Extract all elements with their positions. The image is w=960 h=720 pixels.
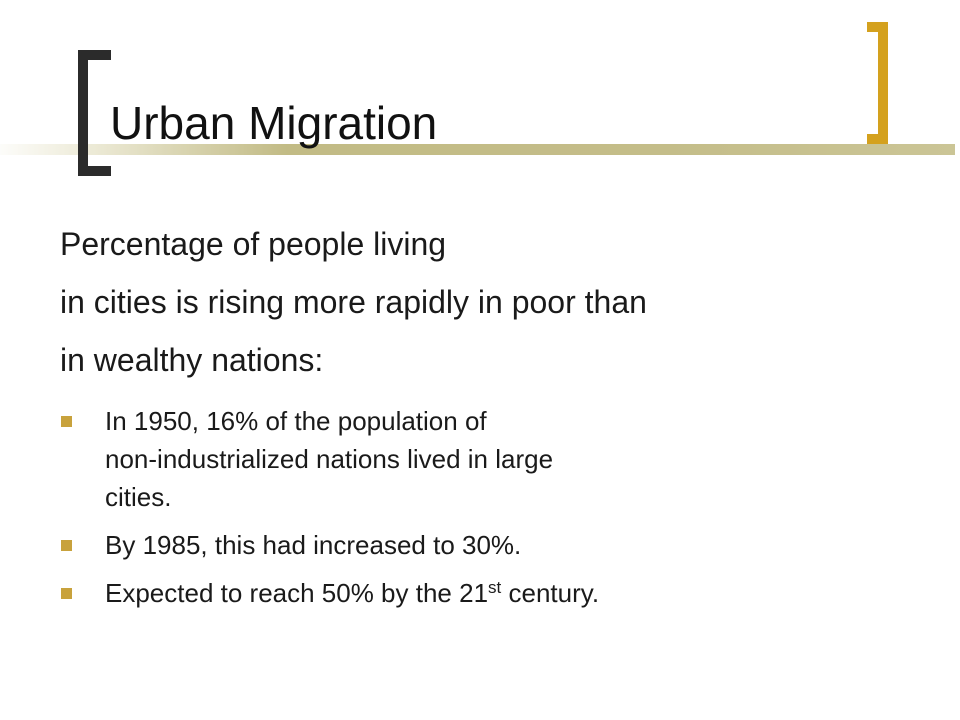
intro-line: Percentage of people living (60, 226, 447, 262)
square-bullet-icon (61, 416, 72, 427)
right-bracket-decoration (867, 22, 888, 144)
bullet-line: Expected to reach 50% by the 21st centur… (105, 574, 920, 612)
intro-text: Percentage of people living in cities is… (60, 215, 920, 389)
bullet-text-before: Expected to reach 50% by the 21 (105, 578, 489, 608)
bullet-line: By 1985, this had increased to 30%. (105, 530, 522, 560)
bullet-item: By 1985, this had increased to 30%. (60, 526, 920, 564)
bullet-line: In 1950, 16% of the population of (105, 406, 487, 436)
bullet-line: cities. (105, 482, 172, 512)
square-bullet-icon (61, 540, 72, 551)
ordinal-superscript: st (488, 578, 502, 597)
bullet-item: Expected to reach 50% by the 21st centur… (60, 574, 920, 612)
bullet-item: In 1950, 16% of the population of non-in… (60, 402, 920, 516)
bullet-text-after: century. (501, 578, 600, 608)
bullet-line: non-industrialized nations lived in larg… (105, 444, 554, 474)
slide-title: Urban Migration (110, 97, 438, 149)
left-bracket-decoration (78, 50, 111, 176)
square-bullet-icon (61, 588, 72, 599)
intro-line: in wealthy nations: (60, 342, 324, 378)
title-accent-line (0, 144, 955, 155)
intro-line: in cities is rising more rapidly in poor… (60, 284, 647, 320)
bullet-list: In 1950, 16% of the population of non-in… (60, 402, 920, 612)
